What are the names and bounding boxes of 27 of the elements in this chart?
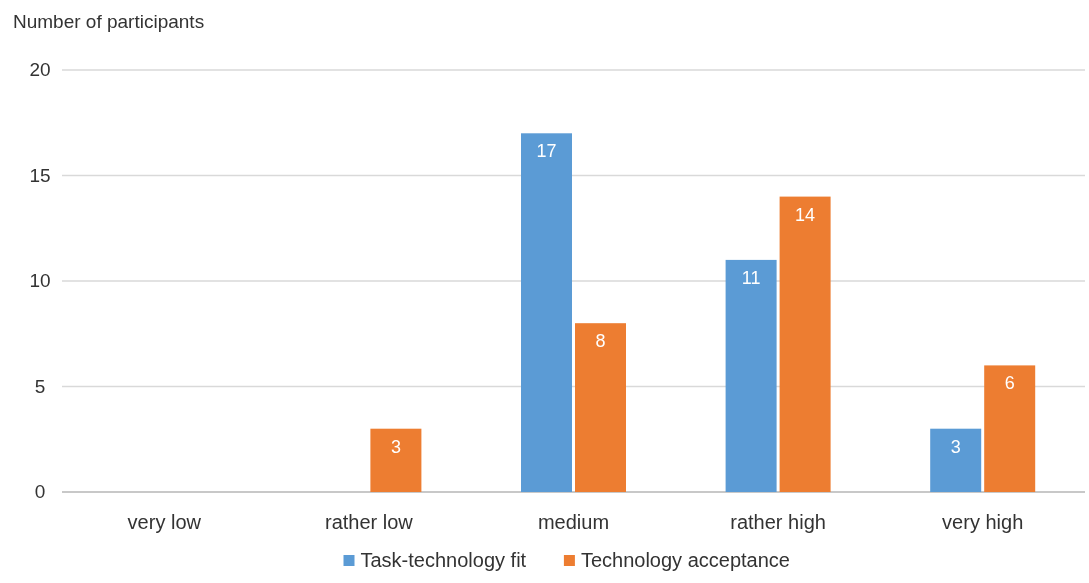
x-tick-label: very high: [942, 511, 1024, 533]
data-label: 14: [795, 204, 816, 225]
y-tick-label: 5: [34, 375, 46, 397]
data-label: 3: [950, 436, 961, 457]
x-tick-label: rather low: [324, 511, 414, 533]
data-label: 3: [390, 436, 401, 457]
bar: [984, 365, 1036, 492]
bar: [930, 428, 982, 492]
y-tick-label: 15: [29, 164, 51, 186]
bar: [725, 259, 777, 492]
y-axis-title: Number of participants: [13, 11, 205, 32]
x-tick-label: very low: [127, 511, 202, 533]
y-tick-label: 0: [34, 481, 46, 502]
x-tick-label: rather high: [730, 511, 826, 533]
y-tick-label: 10: [29, 270, 51, 291]
bar: [779, 196, 831, 492]
y-tick-label: 20: [29, 59, 51, 80]
data-label: 11: [741, 267, 761, 288]
data-label: 6: [1004, 373, 1015, 394]
x-tick-label: medium: [537, 511, 610, 533]
legend-label: Task-technology fit: [360, 549, 527, 571]
bar: [521, 133, 572, 492]
legend-label: Technology acceptance: [580, 549, 790, 571]
data-label: 17: [536, 141, 557, 162]
bar: [575, 323, 626, 492]
bar: [370, 428, 422, 492]
data-label: 8: [595, 331, 606, 352]
